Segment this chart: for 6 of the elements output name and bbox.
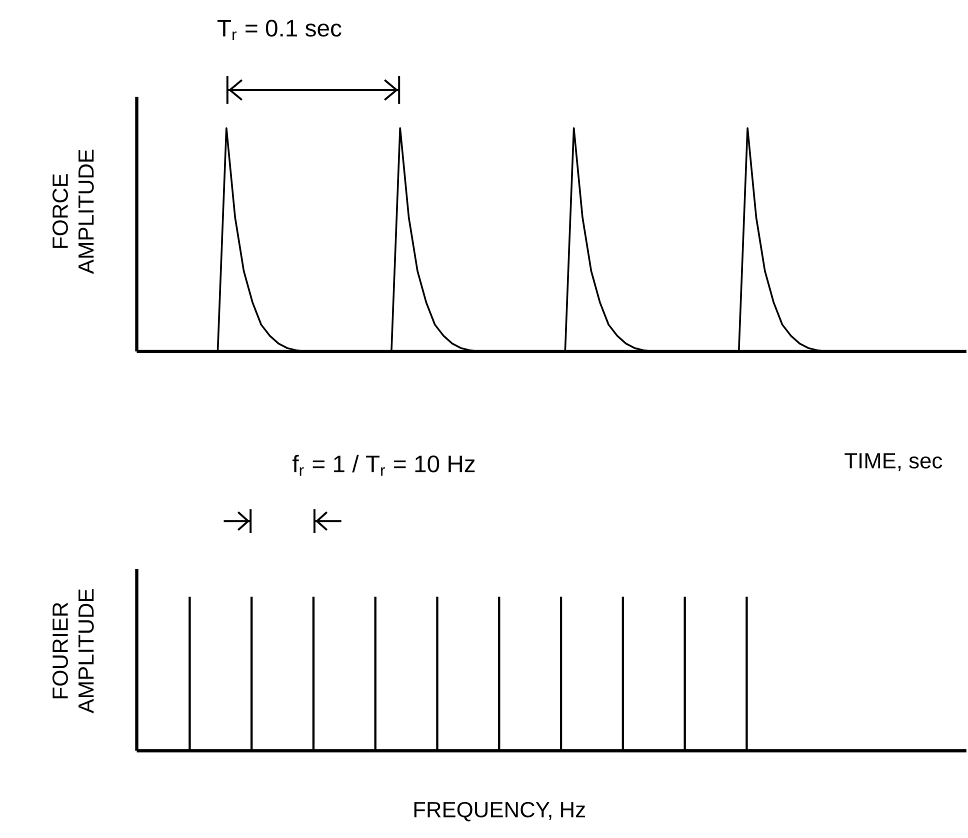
text: T$_{r}$ = 0.1 sec	[217, 20, 342, 40]
x-axis-title: TIME, sec	[844, 453, 942, 472]
y-axis-title: FOURIER AMPLITUDE	[52, 589, 94, 714]
y-axis-title: FORCE AMPLITUDE	[52, 150, 94, 274]
x-axis-title: FREQUENCY, Hz	[414, 802, 585, 822]
text: f$_{r}$ = 1 / T$_{r}$ = 10 Hz	[292, 455, 475, 476]
